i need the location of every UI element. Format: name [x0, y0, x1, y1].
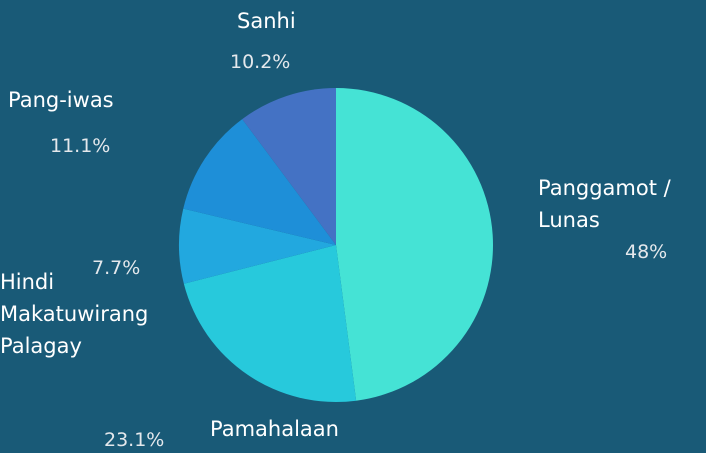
value-label: 7.7% — [92, 257, 141, 279]
pie-slice — [183, 119, 336, 245]
value-label: 48% — [625, 241, 668, 263]
slice-label: Sanhi — [237, 9, 296, 33]
slice-label: Pang-iwas — [8, 88, 114, 112]
pie-slice — [179, 208, 336, 284]
value-label: 23.1% — [104, 429, 165, 451]
pie-slice — [183, 245, 357, 403]
slice-label: Hindi Makatuwirang Palagay — [0, 270, 149, 358]
slice-label: Pamahalaan — [210, 417, 339, 441]
value-label: 10.2% — [230, 51, 291, 73]
pie-slice — [242, 88, 336, 245]
slice-label: Panggamot / Lunas — [538, 176, 671, 232]
pie-slice — [336, 88, 494, 401]
value-label: 11.1% — [50, 135, 111, 157]
